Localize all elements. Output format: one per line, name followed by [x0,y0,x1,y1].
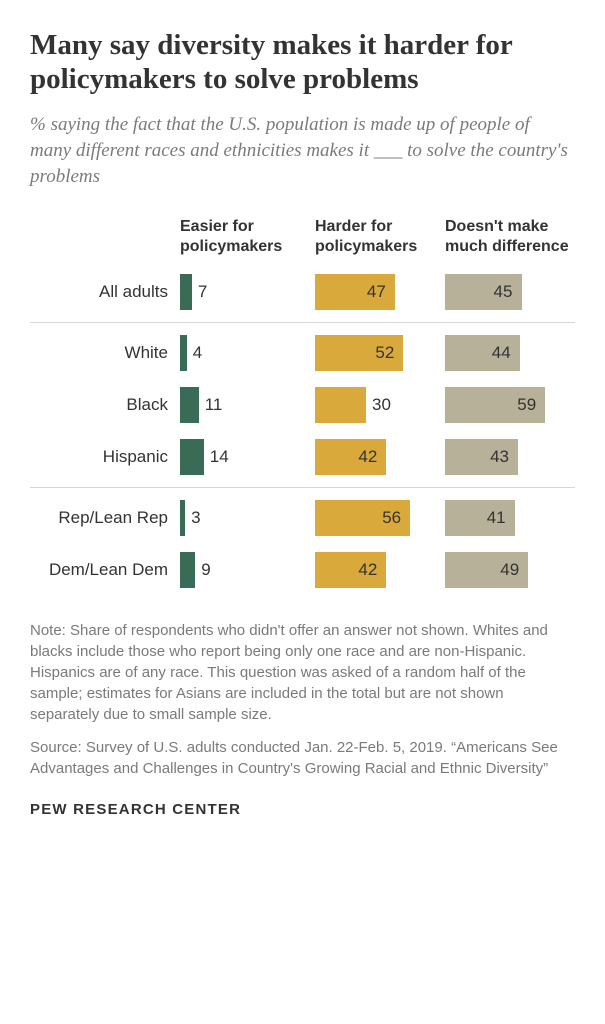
column-header-easier: Easier for policymakers [180,217,315,255]
chart-subtitle: % saying the fact that the U.S. populati… [30,112,575,189]
chart-note: Note: Share of respondents who didn't of… [30,620,575,725]
bar-cell-easier: 3 [180,500,315,536]
row-label: Dem/Lean Dem [30,560,180,580]
chart-area: Easier for policymakers Harder for polic… [30,217,575,595]
data-row: White 4 52 44 [30,327,575,379]
bar-cell-easier: 14 [180,439,315,475]
data-row: Dem/Lean Dem 9 42 49 [30,544,575,596]
bar-value-harder: 56 [382,508,401,528]
row-label: All adults [30,282,180,302]
bar-cell-doesnt: 44 [445,335,575,371]
column-header-harder: Harder for policymakers [315,217,445,255]
row-label: Hispanic [30,447,180,467]
bar-cell-easier: 11 [180,387,315,423]
bar-cell-harder: 56 [315,500,445,536]
bar-value-harder: 47 [367,282,386,302]
bar-value-doesnt: 41 [487,508,506,528]
bar-value-easier: 11 [199,395,223,415]
chart-body: All adults 7 47 45 White 4 52 44 Black 11 30 59 Hisp… [30,266,575,596]
group-divider [30,487,575,488]
bar-value-harder: 52 [375,343,394,363]
bar-easier [180,552,195,588]
bar-easier [180,335,187,371]
bar-value-easier: 14 [204,447,229,467]
data-row: Black 11 30 59 [30,379,575,431]
column-header-doesnt: Doesn't make much difference [445,217,575,255]
bar-cell-harder: 47 [315,274,445,310]
row-label: Black [30,395,180,415]
bar-value-doesnt: 44 [492,343,511,363]
bar-easier [180,439,204,475]
brand-name: PEW RESEARCH CENTER [30,801,575,818]
bar-value-harder: 42 [358,560,377,580]
bar-cell-easier: 9 [180,552,315,588]
bar-value-easier: 9 [195,560,210,580]
bar-harder [315,387,366,423]
group-divider [30,322,575,323]
bar-value-doesnt: 49 [500,560,519,580]
bar-value-easier: 4 [187,343,202,363]
data-row: All adults 7 47 45 [30,266,575,318]
bar-cell-doesnt: 59 [445,387,575,423]
bar-cell-easier: 7 [180,274,315,310]
bar-value-easier: 7 [192,282,207,302]
bar-value-harder: 30 [366,395,391,415]
row-label: White [30,343,180,363]
bar-value-doesnt: 59 [517,395,536,415]
bar-cell-doesnt: 49 [445,552,575,588]
column-header-row: Easier for policymakers Harder for polic… [30,217,575,255]
bar-cell-harder: 42 [315,439,445,475]
bar-value-doesnt: 45 [494,282,513,302]
bar-cell-doesnt: 45 [445,274,575,310]
row-label: Rep/Lean Rep [30,508,180,528]
bar-cell-harder: 52 [315,335,445,371]
bar-easier [180,274,192,310]
bar-cell-doesnt: 43 [445,439,575,475]
bar-cell-easier: 4 [180,335,315,371]
chart-source: Source: Survey of U.S. adults conducted … [30,737,575,779]
chart-title: Many say diversity makes it harder for p… [30,28,575,96]
bar-value-doesnt: 43 [490,447,509,467]
bar-easier [180,387,199,423]
data-row: Hispanic 14 42 43 [30,431,575,483]
bar-cell-harder: 30 [315,387,445,423]
bar-cell-doesnt: 41 [445,500,575,536]
bar-value-harder: 42 [358,447,377,467]
data-row: Rep/Lean Rep3 56 41 [30,492,575,544]
bar-cell-harder: 42 [315,552,445,588]
bar-value-easier: 3 [185,508,200,528]
